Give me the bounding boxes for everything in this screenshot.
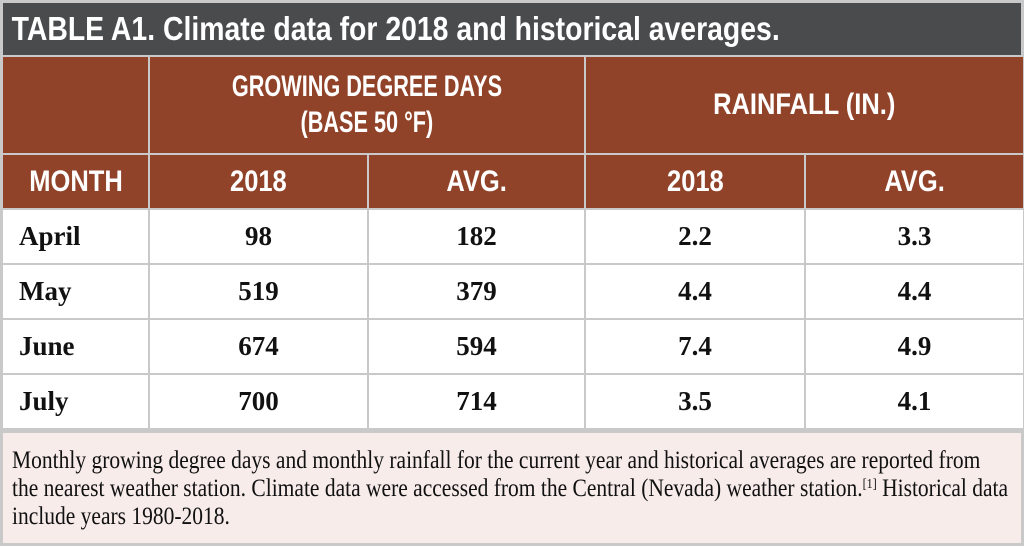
footnote-text-end: Historical data include years 1980-2018. (12, 475, 1009, 530)
month-cell: June (3, 320, 148, 373)
rain-avg-cell: 3.3 (806, 210, 1023, 263)
rain-2018-cell: 2.2 (586, 210, 804, 263)
column-header-gdd-avg: AVG. (369, 155, 584, 208)
column-header-gdd-2018: 2018 (150, 155, 367, 208)
table-title: TABLE A1. Climate data for 2018 and hist… (3, 3, 1021, 55)
column-header-text: AVG. (446, 164, 507, 198)
footnote-reference[interactable]: [1] (862, 477, 877, 492)
month-cell: April (3, 210, 148, 263)
header-empty-cell (3, 57, 148, 153)
column-header-text: 2018 (666, 164, 724, 198)
table-footnote: Monthly growing degree days and monthly … (3, 433, 1021, 543)
table-grid: GROWING DEGREE DAYS (BASE 50 °F) RAINFALL… (3, 57, 1023, 428)
gdd-header-line1: GROWING DEGREE DAYS (231, 70, 503, 103)
column-header-rain-2018: 2018 (586, 155, 804, 208)
table-title-text: TABLE A1. Climate data for 2018 and hist… (11, 10, 780, 47)
header-rainfall-group: RAINFALL (IN.) (586, 57, 1023, 153)
gdd-2018-cell: 700 (150, 375, 367, 428)
gdd-2018-cell: 519 (150, 265, 367, 318)
month-cell: May (3, 265, 148, 318)
gdd-2018-cell: 98 (150, 210, 367, 263)
header-gdd-group: GROWING DEGREE DAYS (BASE 50 °F) (150, 57, 584, 153)
rain-2018-cell: 7.4 (586, 320, 804, 373)
footnote-text: Monthly growing degree days and monthly … (12, 447, 981, 502)
month-cell: July (3, 375, 148, 428)
rain-2018-cell: 4.4 (586, 265, 804, 318)
column-header-text: AVG. (884, 164, 945, 198)
gdd-header-line2: (BASE 50 °F) (300, 106, 434, 139)
column-header-month: MONTH (3, 155, 148, 208)
rain-2018-cell: 3.5 (586, 375, 804, 428)
gdd-avg-cell: 714 (369, 375, 584, 428)
gdd-avg-cell: 379 (369, 265, 584, 318)
rain-avg-cell: 4.4 (806, 265, 1023, 318)
rain-avg-cell: 4.1 (806, 375, 1023, 428)
rainfall-header-text: RAINFALL (IN.) (713, 88, 896, 121)
column-header-text: MONTH (28, 164, 123, 198)
column-header-text: 2018 (230, 164, 287, 198)
gdd-2018-cell: 674 (150, 320, 367, 373)
column-header-rain-avg: AVG. (806, 155, 1023, 208)
gdd-avg-cell: 594 (369, 320, 584, 373)
rain-avg-cell: 4.9 (806, 320, 1023, 373)
gdd-avg-cell: 182 (369, 210, 584, 263)
